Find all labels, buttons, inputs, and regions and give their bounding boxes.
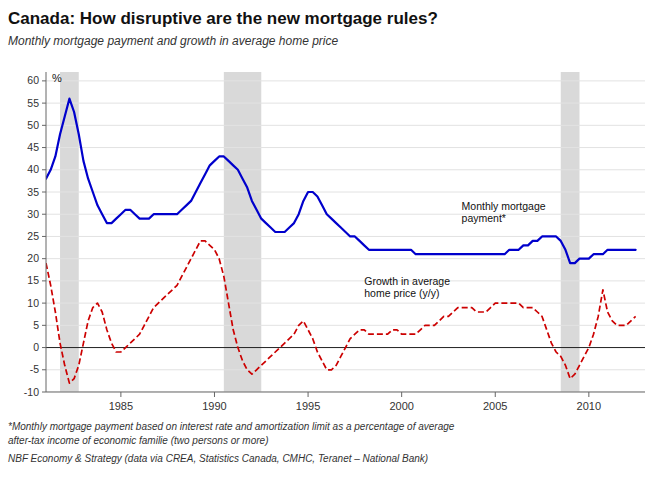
y-tick-label: 40: [27, 163, 39, 175]
recession-band: [224, 72, 261, 392]
y-tick-label: 20: [27, 252, 39, 264]
y-tick-label: 60: [27, 74, 39, 86]
y-tick-label: 0: [33, 341, 39, 353]
grid-line: [46, 303, 645, 304]
y-tick-label: 55: [27, 97, 39, 109]
footnote: after-tax income of economic familie (tw…: [8, 435, 268, 446]
grid-line: [46, 258, 645, 259]
annotation-line: Monthly mortgage: [462, 200, 546, 212]
grid-line: [46, 392, 645, 393]
series-line: [46, 241, 636, 383]
y-tick-label: -10: [24, 386, 39, 398]
title: Canada: How disruptive are the new mortg…: [8, 9, 438, 28]
y-tick-label: 25: [27, 230, 39, 242]
annotation: Growth in averagehome price (y/y): [364, 275, 450, 299]
grid-line: [46, 369, 645, 370]
background: [0, 0, 659, 500]
y-tick: [42, 347, 46, 348]
y-tick: [42, 80, 46, 81]
y-tick-label: 30: [27, 208, 39, 220]
y-tick-label: 50: [27, 119, 39, 131]
y-tick: [42, 103, 46, 104]
x-tick: [214, 392, 215, 397]
grid-line: [46, 147, 645, 148]
footnote: *Monthly mortgage payment based on inter…: [8, 421, 455, 432]
y-tick: [42, 192, 46, 193]
x-tick-label: 2010: [577, 400, 601, 412]
annotation-line: payment*: [462, 212, 506, 224]
x-tick-label: 1995: [296, 400, 320, 412]
x-tick: [120, 392, 121, 397]
annotation-line: home price (y/y): [364, 287, 439, 299]
y-tick: [42, 169, 46, 170]
y-tick: [42, 303, 46, 304]
chart-svg: Canada: How disruptive are the new mortg…: [0, 0, 659, 500]
grid-line: [46, 325, 645, 326]
chart-container: Canada: How disruptive are the new mortg…: [0, 0, 659, 500]
subtitle: Monthly mortgage payment and growth in a…: [8, 34, 339, 48]
grid-line: [46, 80, 645, 81]
series-line: [46, 99, 636, 263]
annotation: Monthly mortgagepayment*: [462, 200, 546, 224]
y-axis-line: [46, 72, 47, 392]
axes: -10 -5 0 5 10 15 20 25 30 35 40 45 50 55 60 1985 1990 199…: [24, 72, 645, 412]
x-axis-line: [46, 392, 645, 393]
x-tick: [401, 392, 402, 397]
y-tick-label: 35: [27, 186, 39, 198]
y-tick-label: -5: [30, 363, 39, 375]
annotation-line: Growth in average: [364, 275, 450, 287]
y-tick: [42, 236, 46, 237]
grid-line: [46, 169, 645, 170]
y-tick: [42, 147, 46, 148]
recession-band: [561, 72, 580, 392]
y-tick: [42, 258, 46, 259]
y-axis-label: %: [52, 72, 62, 84]
grid-line: [46, 280, 645, 281]
x-tick-label: 2005: [483, 400, 507, 412]
grid-line: [46, 103, 645, 104]
x-tick: [588, 392, 589, 397]
x-tick: [308, 392, 309, 397]
y-tick: [42, 214, 46, 215]
y-tick-label: 45: [27, 141, 39, 153]
grid-line: [46, 192, 645, 193]
y-tick-label: 15: [27, 274, 39, 286]
plot-area: [46, 72, 645, 392]
grid-line: [46, 125, 645, 126]
x-tick-label: 2000: [389, 400, 413, 412]
y-tick: [42, 392, 46, 393]
footnote: NBF Economy & Strategy (data via CREA, S…: [8, 453, 428, 464]
y-tick: [42, 280, 46, 281]
x-tick-label: 1985: [109, 400, 133, 412]
y-tick: [42, 325, 46, 326]
page: {"chart_data": { "type": "line", "title"…: [0, 0, 659, 500]
y-tick: [42, 369, 46, 370]
x-tick: [495, 392, 496, 397]
y-tick: [42, 125, 46, 126]
x-tick-label: 1990: [202, 400, 226, 412]
y-tick-label: 10: [27, 297, 39, 309]
y-tick-label: 5: [33, 319, 39, 331]
